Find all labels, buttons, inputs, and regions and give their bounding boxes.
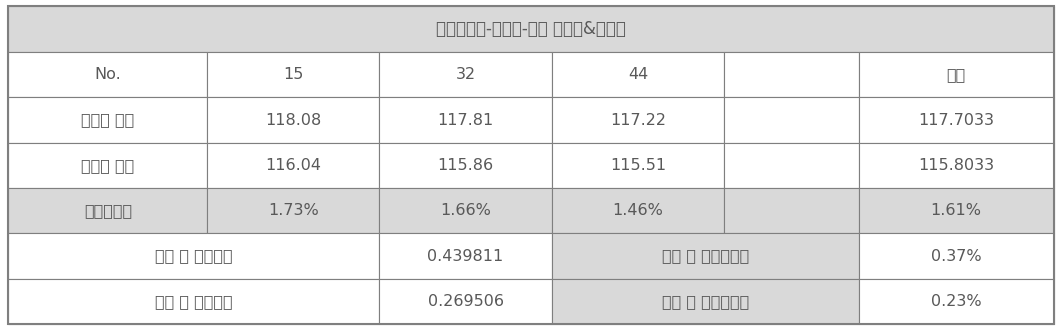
Bar [8,97,207,143]
Bar [379,143,552,188]
Text: 평균: 평균 [946,67,965,82]
Bar [858,188,1054,233]
Bar [552,52,724,97]
Text: 0.23%: 0.23% [930,294,981,309]
Text: 117.7033: 117.7033 [918,113,994,128]
Text: 시험 전 표준편차: 시험 전 표준편차 [155,248,233,264]
Text: 117.22: 117.22 [610,113,666,128]
Text: No.: No. [95,67,121,82]
Text: 117.81: 117.81 [438,113,494,128]
Bar [858,52,1054,97]
Bar [8,279,379,324]
Bar [858,233,1054,279]
Bar [207,52,379,97]
Bar [8,233,379,279]
Text: 0.439811: 0.439811 [428,248,503,264]
Text: 115.86: 115.86 [438,158,494,173]
Bar [724,52,858,97]
Bar [724,188,858,233]
Bar [552,233,858,279]
Text: 네페스완품-열충격-저항 변화율&균일도: 네페스완품-열충격-저항 변화율&균일도 [436,20,626,38]
Text: 0.37%: 0.37% [930,248,981,264]
Text: 저항변화율: 저항변화율 [84,203,132,218]
Text: 시험후 저항: 시험후 저항 [81,158,135,173]
Bar [858,143,1054,188]
Bar [379,188,552,233]
Text: 시험 후 저항균일도: 시험 후 저항균일도 [662,294,749,309]
Text: 32: 32 [456,67,476,82]
Bar [552,143,724,188]
Bar [858,97,1054,143]
Text: 1.46%: 1.46% [613,203,664,218]
Bar [8,143,207,188]
Text: 시험전 저항: 시험전 저항 [81,113,135,128]
Bar [552,97,724,143]
Bar [379,233,552,279]
Text: 116.04: 116.04 [266,158,322,173]
Text: 1.73%: 1.73% [268,203,319,218]
Text: 시험 전 저항균일도: 시험 전 저항균일도 [662,248,749,264]
Text: 1.61%: 1.61% [930,203,981,218]
Text: 115.8033: 115.8033 [918,158,994,173]
Bar [724,143,858,188]
Bar [207,97,379,143]
Bar [379,97,552,143]
Text: 시험 후 표준편차: 시험 후 표준편차 [155,294,233,309]
Text: 15: 15 [284,67,304,82]
Text: 115.51: 115.51 [610,158,666,173]
Text: 44: 44 [628,67,648,82]
Bar [8,188,207,233]
Bar [8,6,1054,52]
Bar [207,143,379,188]
Bar [207,188,379,233]
Bar [379,52,552,97]
Bar [552,188,724,233]
Bar [379,279,552,324]
Text: 1.66%: 1.66% [440,203,491,218]
Bar [552,279,858,324]
Bar [8,52,207,97]
Bar [724,97,858,143]
Text: 0.269506: 0.269506 [428,294,503,309]
Text: 118.08: 118.08 [266,113,322,128]
Bar [858,279,1054,324]
